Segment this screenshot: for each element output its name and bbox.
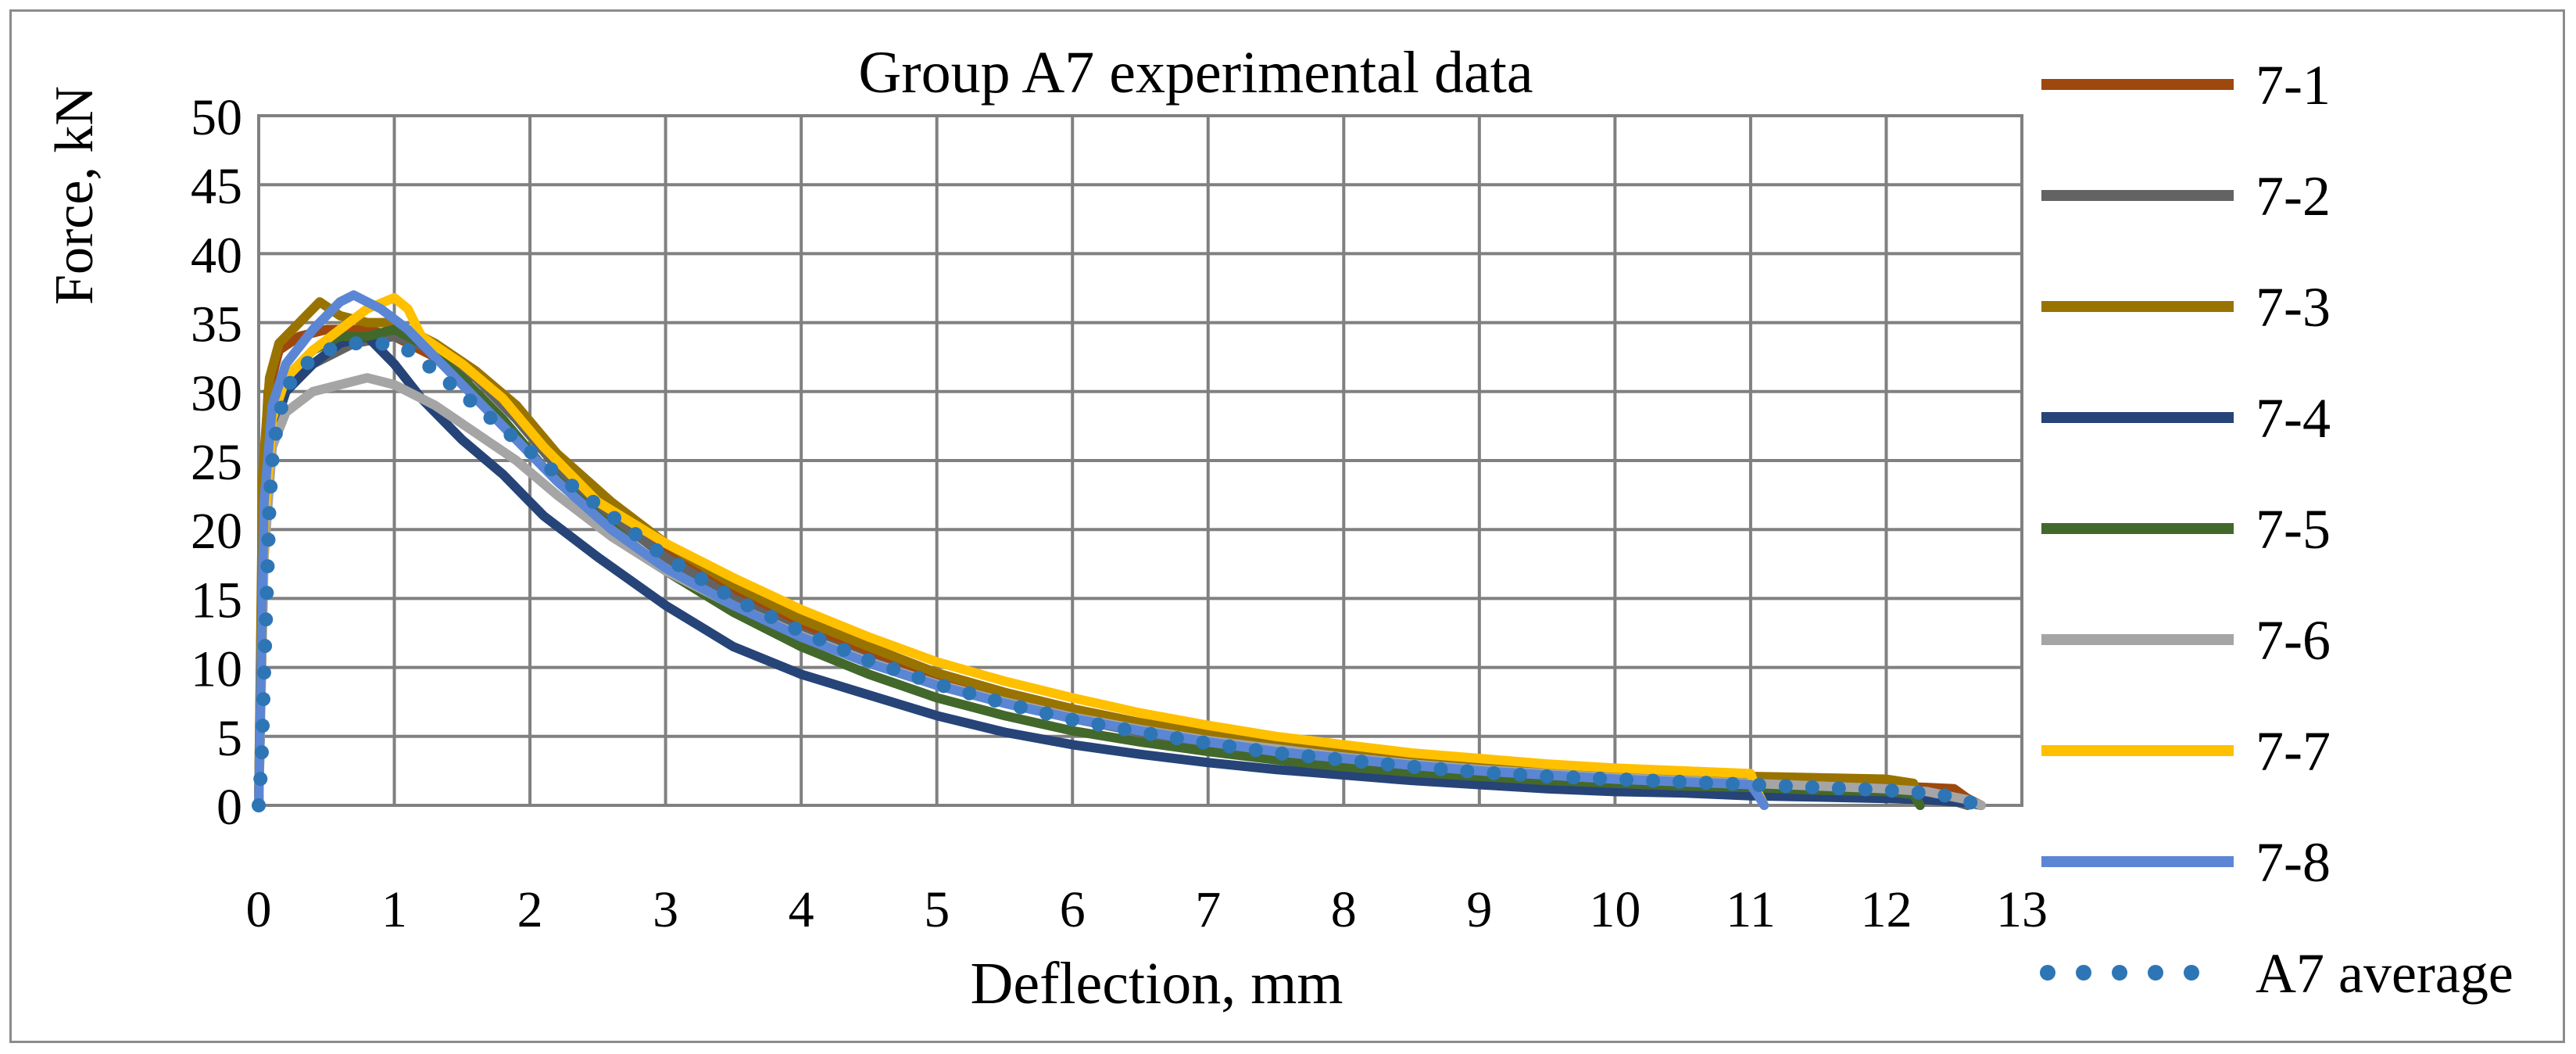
x-tick-label: 3 bbox=[653, 881, 678, 938]
y-tick-label: 15 bbox=[191, 572, 242, 629]
legend-label-7-5: 7-5 bbox=[2256, 498, 2331, 561]
y-tick-label: 45 bbox=[191, 158, 242, 215]
x-tick-label: 1 bbox=[381, 881, 407, 938]
legend: 7-1 7-2 7-3 7-4 7-5 7-6 7-7 7-8 A7 average bbox=[2040, 54, 2513, 1005]
series-layer bbox=[252, 290, 1988, 812]
plot-area bbox=[257, 114, 2023, 807]
x-axis-label: Deflection, mm bbox=[971, 951, 1343, 1016]
legend-label-7-1: 7-1 bbox=[2256, 54, 2331, 117]
y-tick-label: 50 bbox=[191, 89, 242, 146]
y-tick-label: 5 bbox=[216, 710, 242, 767]
y-tick-label: 25 bbox=[191, 434, 242, 491]
y-tick-label: 0 bbox=[216, 779, 242, 836]
legend-label-7-4: 7-4 bbox=[2256, 387, 2331, 450]
x-tick-label: 10 bbox=[1589, 881, 1640, 938]
legend-label-7-7: 7-7 bbox=[2256, 720, 2331, 783]
legend-label-7-8: 7-8 bbox=[2256, 831, 2331, 894]
x-tick-label: 7 bbox=[1195, 881, 1221, 938]
x-tick-label: 13 bbox=[1996, 881, 2048, 938]
y-tick-label: 30 bbox=[191, 365, 242, 422]
x-tick-label: 12 bbox=[1860, 881, 1912, 938]
x-tick-label: 0 bbox=[246, 881, 272, 938]
x-tick-label: 2 bbox=[517, 881, 543, 938]
y-tick-label: 40 bbox=[191, 227, 242, 284]
legend-label-7-2: 7-2 bbox=[2256, 165, 2331, 228]
x-tick-label: 6 bbox=[1060, 881, 1086, 938]
y-tick-label: 35 bbox=[191, 296, 242, 353]
y-axis-ticks: 0 5 10 15 20 25 30 35 40 45 50 bbox=[191, 89, 242, 836]
y-axis-label: Force, kN bbox=[45, 86, 105, 305]
x-axis-ticks: 0 1 2 3 4 5 6 7 8 9 10 11 12 13 bbox=[246, 881, 2048, 938]
x-tick-label: 8 bbox=[1331, 881, 1357, 938]
x-tick-label: 9 bbox=[1466, 881, 1492, 938]
legend-label-7-3: 7-3 bbox=[2256, 276, 2331, 339]
y-tick-label: 20 bbox=[191, 503, 242, 560]
legend-label-7-6: 7-6 bbox=[2256, 609, 2331, 672]
x-tick-label: 11 bbox=[1726, 881, 1776, 938]
series-line-a7-average bbox=[252, 336, 1988, 812]
x-tick-label: 5 bbox=[924, 881, 950, 938]
legend-label-a7-average: A7 average bbox=[2256, 942, 2513, 1005]
y-tick-label: 10 bbox=[191, 641, 242, 698]
series-line-7-7 bbox=[254, 292, 1769, 810]
chart-title: Group A7 experimental data bbox=[858, 40, 1533, 106]
x-tick-label: 4 bbox=[789, 881, 814, 938]
